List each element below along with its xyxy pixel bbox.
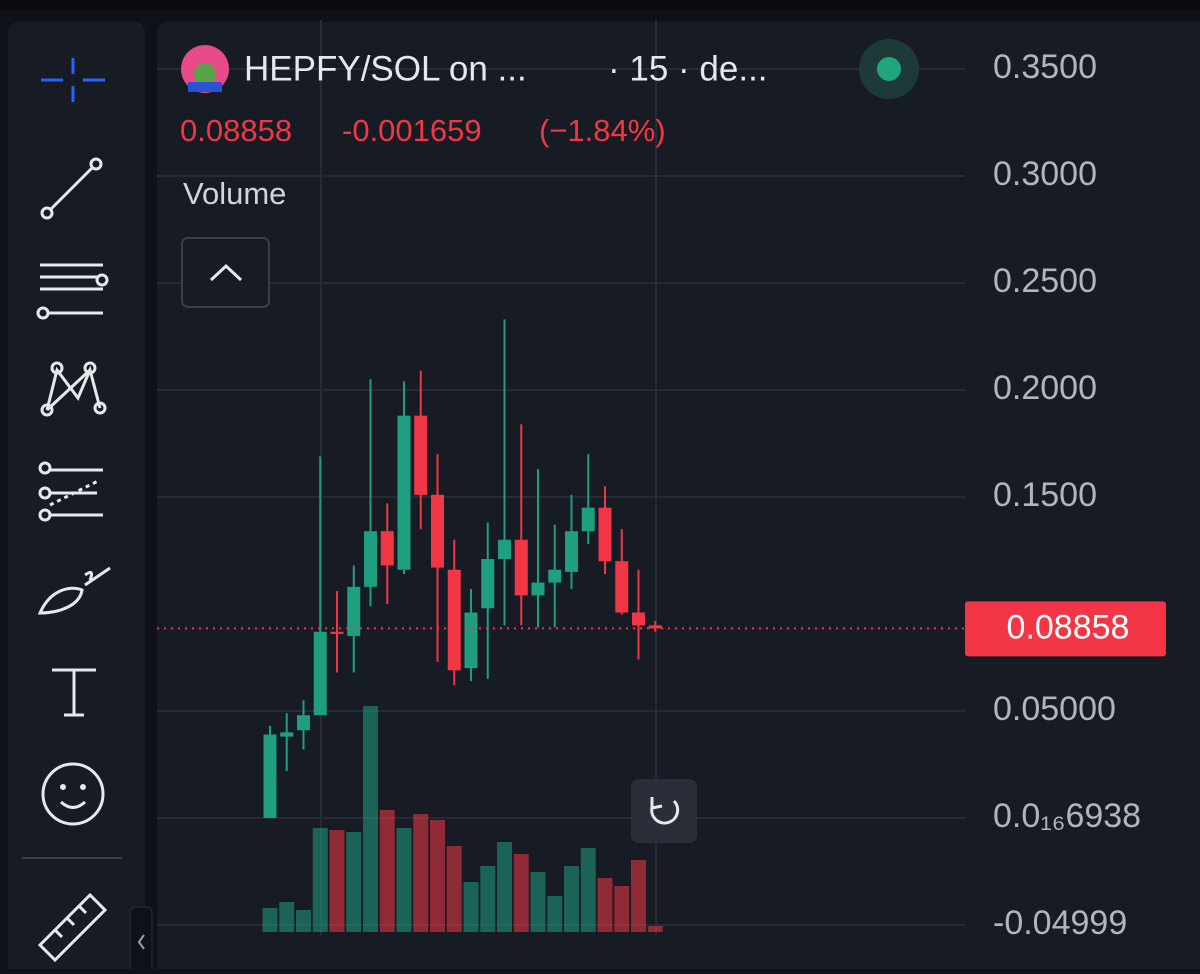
volume-bar bbox=[580, 848, 596, 932]
y-tick-label: 0.3500 bbox=[993, 48, 1097, 86]
y-tick-label: 0.1500 bbox=[993, 476, 1097, 514]
emoji-tool[interactable] bbox=[41, 762, 105, 826]
volume-bar bbox=[262, 908, 278, 932]
volume-bar bbox=[497, 842, 512, 932]
volume-bar bbox=[547, 896, 563, 932]
reset-arrow bbox=[650, 797, 663, 810]
candle-body bbox=[364, 531, 377, 587]
top-bar bbox=[0, 0, 1200, 10]
candle-body bbox=[414, 415, 428, 495]
candle-body bbox=[481, 559, 495, 609]
volume-bar bbox=[363, 706, 378, 932]
candle-body bbox=[313, 631, 327, 716]
volume-bar bbox=[430, 820, 445, 932]
chart-panel bbox=[157, 22, 1200, 974]
volume-bar bbox=[597, 878, 613, 932]
price-change: -0.001659 bbox=[342, 113, 482, 148]
candle-body bbox=[514, 539, 528, 596]
symbol-title: HEPFY/SOL on ... bbox=[244, 49, 527, 88]
candle-body bbox=[648, 625, 662, 629]
token-icon-shirt bbox=[188, 82, 222, 92]
volume-bar bbox=[312, 828, 328, 932]
candle-body bbox=[565, 531, 578, 572]
y-tick-label: 0.3000 bbox=[993, 155, 1097, 193]
volume-bar bbox=[279, 902, 295, 932]
percent-change: (−1.84%) bbox=[539, 113, 666, 148]
candle-body bbox=[297, 715, 310, 731]
candle-body bbox=[531, 582, 545, 596]
last-price-tag bbox=[965, 601, 1166, 657]
volume-bar bbox=[346, 832, 362, 932]
volume-bar bbox=[530, 872, 546, 932]
volume-bar bbox=[614, 886, 630, 932]
volume-bar bbox=[413, 814, 429, 932]
candle-body bbox=[464, 612, 478, 669]
candle-body bbox=[447, 569, 461, 671]
pattern-tool[interactable] bbox=[40, 361, 107, 417]
indicator-name: Volume bbox=[183, 176, 286, 211]
candle-body bbox=[615, 561, 629, 613]
volume-bar bbox=[463, 882, 479, 932]
y-tick-label: 0.0₁₆6938 bbox=[993, 797, 1141, 835]
candle-body bbox=[431, 494, 444, 568]
volume-bar bbox=[513, 854, 529, 932]
candle-body bbox=[330, 631, 344, 634]
trend-line-tool[interactable] bbox=[40, 157, 103, 220]
crosshair-tool[interactable] bbox=[41, 58, 105, 102]
candle-body bbox=[632, 612, 645, 626]
brush-tool[interactable] bbox=[37, 566, 111, 615]
last-price-tag-label: 0.08858 bbox=[1007, 608, 1130, 646]
candle-body bbox=[280, 732, 294, 737]
forecast-tool[interactable] bbox=[38, 461, 103, 522]
volume-bar bbox=[396, 828, 412, 932]
y-tick-label: 0.2000 bbox=[993, 369, 1097, 407]
reset-icon bbox=[650, 799, 680, 825]
candle-body bbox=[598, 507, 612, 562]
volume-bar bbox=[564, 866, 579, 932]
candle-body bbox=[581, 507, 595, 532]
chevron-icon bbox=[209, 263, 243, 282]
volume-bar bbox=[329, 830, 345, 932]
candle-body bbox=[548, 569, 562, 583]
volume-bar bbox=[631, 860, 646, 932]
ruler-tool[interactable] bbox=[37, 892, 108, 963]
collapse-icon bbox=[137, 934, 145, 950]
candle-body bbox=[263, 734, 277, 818]
plot: 0.3500 0.3000 0.2500 0.2000 0.1500 0.05000 0.0… bbox=[157, 20, 1166, 942]
candle-body bbox=[347, 586, 361, 637]
volume-bar bbox=[480, 866, 496, 932]
collapse-indicators[interactable] bbox=[181, 237, 270, 308]
volume-bar bbox=[379, 810, 395, 932]
volume-bar bbox=[647, 926, 663, 932]
volume-bar bbox=[446, 846, 462, 932]
candle-body bbox=[380, 531, 394, 566]
fib-tool[interactable] bbox=[36, 263, 109, 320]
toolbar-icons bbox=[22, 58, 122, 963]
candle-body bbox=[498, 539, 511, 560]
reset-button[interactable] bbox=[631, 779, 697, 843]
status-dot bbox=[877, 57, 901, 81]
interval: · 15 · de... bbox=[608, 49, 768, 88]
volume-bar bbox=[296, 910, 311, 932]
toolbar bbox=[8, 22, 145, 974]
last-price: 0.08858 bbox=[180, 113, 292, 148]
text-tool[interactable] bbox=[52, 668, 96, 717]
token-icon-face bbox=[194, 63, 216, 85]
y-tick-label: -0.04999 bbox=[993, 904, 1127, 942]
y-tick-label: 0.2500 bbox=[993, 262, 1097, 300]
candle-body bbox=[397, 415, 411, 570]
y-tick-label: 0.05000 bbox=[993, 690, 1116, 728]
